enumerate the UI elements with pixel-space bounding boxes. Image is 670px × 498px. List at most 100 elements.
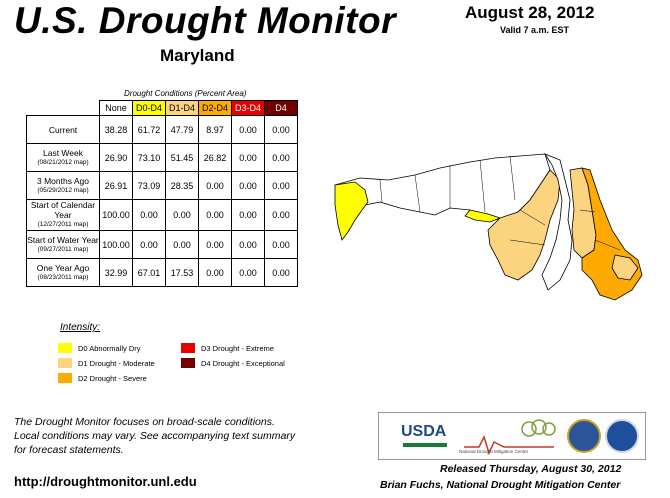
website-link[interactable]: http://droughtmonitor.unl.edu bbox=[14, 474, 197, 489]
row-label-text: Current bbox=[48, 124, 78, 135]
maryland-drought-map bbox=[334, 153, 643, 301]
ndmc-name-part: Drought Mitigation bbox=[476, 449, 514, 454]
chesapeake-bay bbox=[541, 153, 573, 291]
legend-item-d3: D3 Drought - Extreme bbox=[181, 343, 274, 353]
column-header-d4: D4 bbox=[264, 100, 298, 116]
region-d0-far-west bbox=[334, 181, 369, 241]
region-d1-southern bbox=[487, 169, 561, 281]
table-cell: 67.01 bbox=[132, 258, 166, 287]
county-line bbox=[509, 155, 516, 201]
row-label-date: (12/27/2011 map) bbox=[37, 221, 89, 228]
table-cell: 0.00 bbox=[264, 258, 298, 287]
partner-logos: USDA National Drought Mitigation Center bbox=[378, 412, 646, 460]
row-label-text: 3 Months Ago bbox=[37, 175, 89, 186]
row-label-date: (09/27/2011 map) bbox=[37, 245, 89, 253]
usda-logo-stripe bbox=[403, 443, 447, 447]
table-cell: 0.00 bbox=[132, 199, 166, 231]
table-cell: 0.00 bbox=[198, 258, 232, 287]
legend-item-d2: D2 Drought - Severe bbox=[58, 373, 147, 383]
row-label: Start of Water Year (09/27/2011 map) bbox=[26, 230, 100, 259]
legend-label: D0 Abnormally Dry bbox=[78, 343, 141, 353]
footnote-line: Local conditions may vary. See accompany… bbox=[14, 430, 296, 442]
footnote-line: The Drought Monitor focuses on broad-sca… bbox=[14, 416, 275, 428]
release-date: Released Thursday, August 30, 2012 bbox=[440, 463, 622, 475]
ndmc-tree-canopy bbox=[531, 419, 547, 435]
table-cell: 73.10 bbox=[132, 143, 166, 172]
county-line bbox=[519, 209, 546, 226]
column-header-d2-d4: D2-D4 bbox=[198, 100, 232, 116]
table-cell: 0.00 bbox=[198, 230, 232, 259]
region-d1-lower-shore bbox=[611, 254, 639, 281]
author: Brian Fuchs, National Drought Mitigation… bbox=[380, 479, 621, 491]
county-line bbox=[479, 159, 486, 213]
map-date: August 28, 2012 bbox=[465, 3, 595, 22]
table-cell: 0.00 bbox=[264, 143, 298, 172]
column-header-none: None bbox=[99, 100, 133, 116]
county-lines bbox=[379, 155, 621, 251]
column-header-d0-d4: D0-D4 bbox=[132, 100, 166, 116]
row-label-date: (08/21/2012 map) bbox=[37, 158, 89, 166]
table-cell: 0.00 bbox=[231, 143, 265, 172]
table-cell: 8.97 bbox=[198, 115, 232, 144]
ndmc-tree-canopy bbox=[521, 421, 537, 437]
table-cell: 0.00 bbox=[231, 199, 265, 231]
row-label: Start of Calendar Year (12/27/2011 map) bbox=[26, 199, 100, 231]
row-label-text: Start of Calendar Year bbox=[30, 200, 96, 220]
region-none-west bbox=[334, 153, 551, 221]
table-cell: 0.00 bbox=[264, 115, 298, 144]
table-cell: 0.00 bbox=[198, 199, 232, 231]
legend-item-d1: D1 Drought - Moderate bbox=[58, 358, 155, 368]
county-line bbox=[414, 174, 421, 213]
legend-item-d0: D0 Abnormally Dry bbox=[58, 343, 141, 353]
table-cell: 0.00 bbox=[231, 115, 265, 144]
ndmc-name-part: National bbox=[459, 449, 476, 454]
table-cell: 38.28 bbox=[99, 115, 133, 144]
column-header-d1-d4: D1-D4 bbox=[165, 100, 199, 116]
region-d0-central bbox=[464, 209, 502, 223]
table-caption: Drought Conditions (Percent Area) bbox=[124, 89, 247, 98]
valid-time: Valid 7 a.m. EST bbox=[500, 25, 570, 35]
legend-label: D1 Drought - Moderate bbox=[78, 358, 155, 368]
table-cell: 0.00 bbox=[231, 230, 265, 259]
table-cell: 26.91 bbox=[99, 171, 133, 200]
table-cell: 73.09 bbox=[132, 171, 166, 200]
table-corner bbox=[27, 101, 100, 116]
legend-label: D4 Drought - Exceptional bbox=[201, 358, 285, 368]
table-cell: 0.00 bbox=[165, 230, 199, 259]
legend-title: Intensity: bbox=[60, 322, 101, 333]
ndmc-name-part: Center bbox=[514, 449, 529, 454]
table-cell: 47.79 bbox=[165, 115, 199, 144]
noaa-logo-icon bbox=[605, 419, 639, 453]
county-line bbox=[379, 179, 383, 203]
table-cell: 0.00 bbox=[231, 171, 265, 200]
legend-swatch-d3 bbox=[181, 343, 195, 353]
commerce-seal-icon bbox=[567, 419, 601, 453]
table-cell: 0.00 bbox=[264, 171, 298, 200]
row-label: Current bbox=[26, 115, 100, 144]
legend-swatch-d2 bbox=[58, 373, 72, 383]
table-row: Start of Calendar Year (12/27/2011 map) 1… bbox=[26, 199, 298, 231]
table-cell: 28.35 bbox=[165, 171, 199, 200]
table-row: One Year Ago (08/23/2011 map) 32.99 67.01… bbox=[26, 258, 298, 287]
table-cell: 0.00 bbox=[165, 199, 199, 231]
row-label-text: Last Week bbox=[42, 147, 83, 158]
row-label: One Year Ago (08/23/2011 map) bbox=[26, 258, 100, 287]
row-label-date: (05/29/2012 map) bbox=[37, 186, 89, 194]
table-cell: 32.99 bbox=[99, 258, 133, 287]
legend-item-d4: D4 Drought - Exceptional bbox=[181, 358, 285, 368]
table-cell: 100.00 bbox=[99, 230, 133, 259]
legend-swatch-d1 bbox=[58, 358, 72, 368]
footnote-line: for forecast statements. bbox=[14, 444, 124, 456]
page-title: U.S. Drought Monitor bbox=[14, 0, 396, 41]
ndmc-tree-canopy bbox=[542, 422, 556, 436]
ndmc-name: National Drought Mitigation Center bbox=[459, 449, 528, 454]
table-cell: 51.45 bbox=[165, 143, 199, 172]
table-cell: 0.00 bbox=[264, 199, 298, 231]
drought-conditions-table: None D0-D4 D1-D4 D2-D4 D3-D4 D4 Current … bbox=[26, 100, 298, 287]
legend-swatch-d4 bbox=[181, 358, 195, 368]
footnote: The Drought Monitor focuses on broad-sca… bbox=[14, 415, 344, 457]
row-label-text: One Year Ago bbox=[36, 262, 90, 273]
table-row: Last Week (08/21/2012 map) 26.90 73.10 51… bbox=[26, 143, 298, 172]
row-label: 3 Months Ago (05/29/2012 map) bbox=[26, 171, 100, 200]
table-cell: 100.00 bbox=[99, 199, 133, 231]
